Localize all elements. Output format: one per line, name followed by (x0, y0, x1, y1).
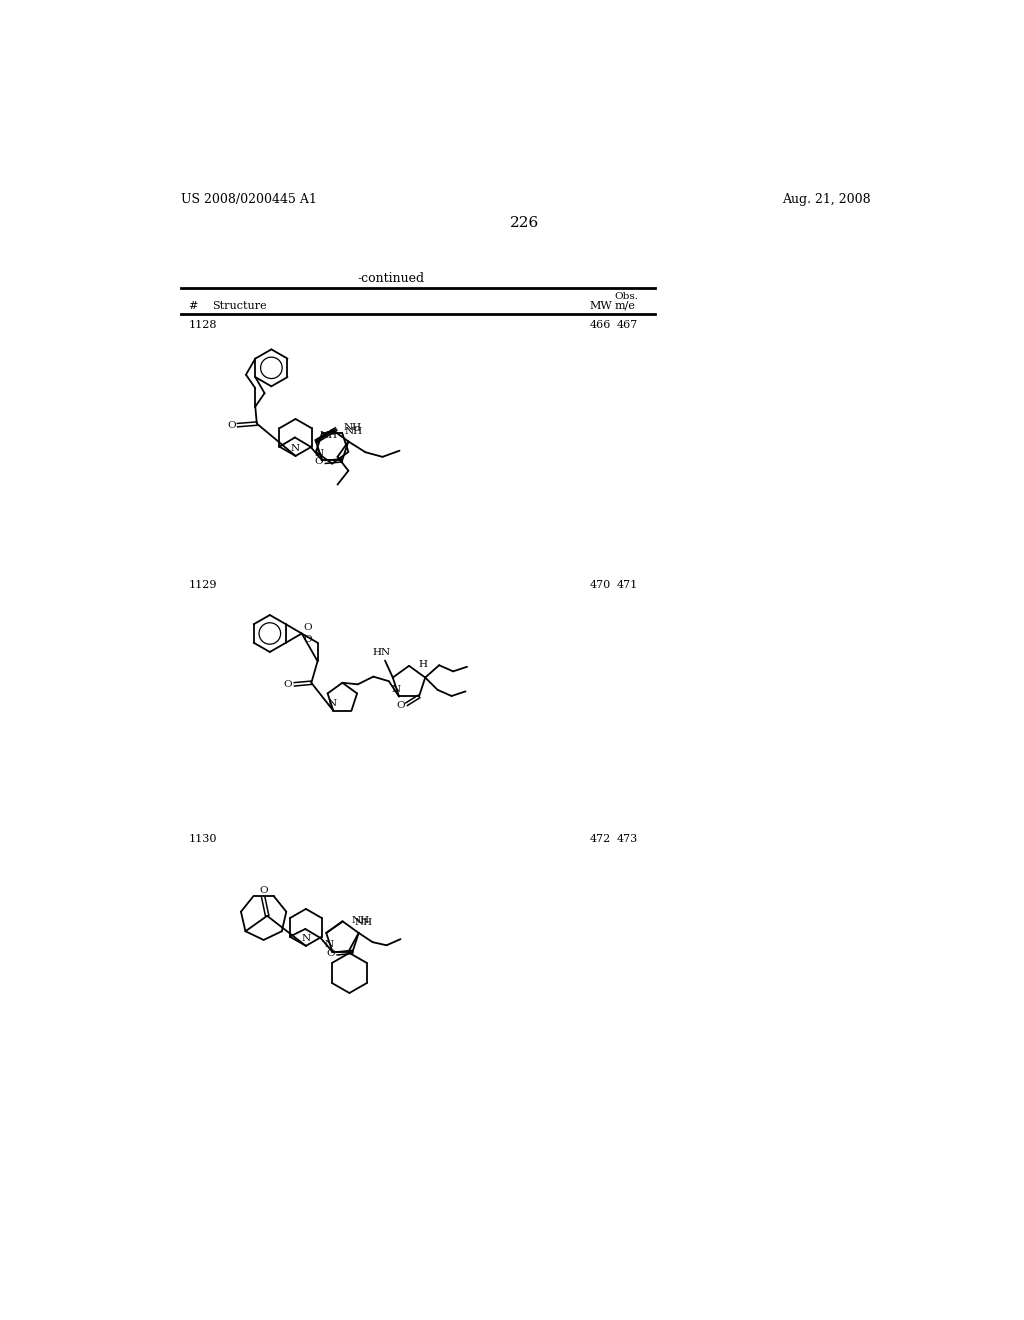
Text: MW: MW (590, 301, 612, 310)
Text: O: O (314, 458, 324, 466)
Text: 1128: 1128 (188, 321, 217, 330)
Text: NH: NH (319, 430, 338, 440)
Text: 473: 473 (616, 834, 638, 845)
Text: 1129: 1129 (188, 581, 217, 590)
Text: 471: 471 (616, 581, 638, 590)
Text: #: # (188, 301, 198, 310)
Text: NH: NH (344, 424, 361, 432)
Text: NH: NH (355, 919, 373, 927)
Text: O: O (304, 635, 312, 644)
Text: Aug. 21, 2008: Aug. 21, 2008 (782, 193, 870, 206)
Text: 226: 226 (510, 216, 540, 230)
Text: N: N (327, 700, 336, 709)
Text: H: H (419, 660, 427, 669)
Text: 470: 470 (590, 581, 611, 590)
Text: N: N (301, 933, 310, 942)
Text: Obs.: Obs. (614, 292, 639, 301)
Text: N: N (391, 685, 400, 694)
Text: N: N (291, 444, 300, 453)
Text: N: N (314, 449, 324, 458)
Text: O: O (304, 623, 312, 632)
Text: 1130: 1130 (188, 834, 217, 845)
Text: O: O (227, 421, 236, 429)
Text: HN: HN (372, 648, 390, 657)
Text: US 2008/0200445 A1: US 2008/0200445 A1 (180, 193, 316, 206)
Text: 467: 467 (616, 321, 638, 330)
Text: O: O (259, 886, 267, 895)
Text: O: O (284, 680, 293, 689)
Text: O: O (396, 701, 404, 710)
Text: -continued: -continued (358, 272, 425, 285)
Text: m/e: m/e (614, 301, 636, 310)
Text: NH: NH (344, 426, 362, 436)
Text: NH: NH (351, 916, 370, 925)
Text: N: N (325, 940, 334, 949)
Text: Structure: Structure (212, 301, 266, 310)
Text: O: O (327, 949, 335, 958)
Text: 466: 466 (590, 321, 611, 330)
Text: 472: 472 (590, 834, 611, 845)
